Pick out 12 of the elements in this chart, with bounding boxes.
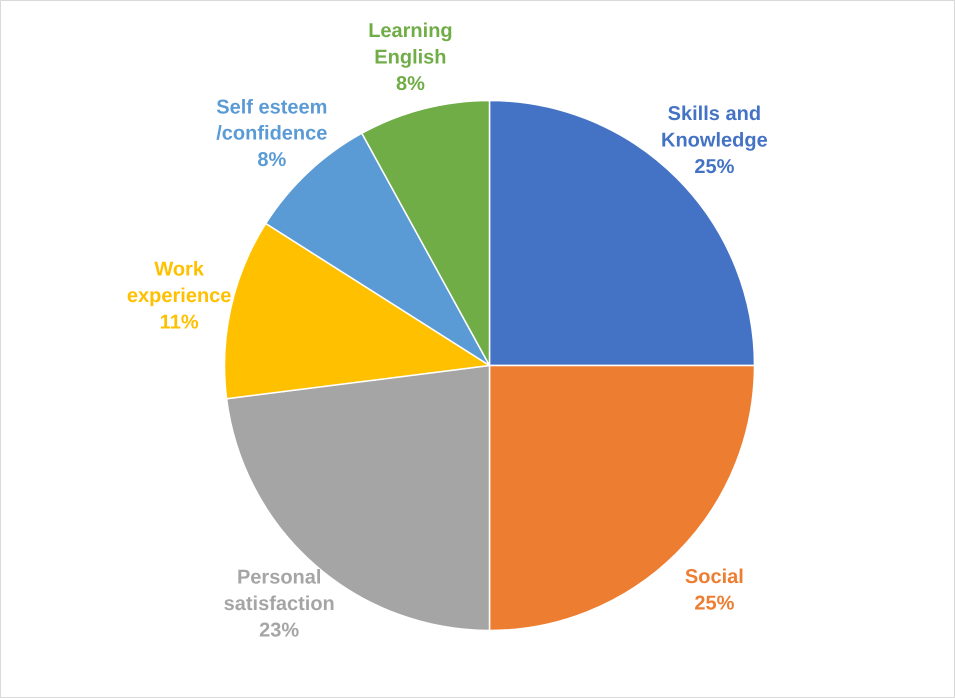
slice-label: Self esteem /confidence (216, 96, 328, 145)
slice-label: Personal satisfaction (224, 566, 335, 616)
data-label: 11% (160, 312, 199, 334)
slice-label: Learning English (368, 20, 453, 68)
slice-label: Work experience (126, 258, 232, 308)
data-label: 8% (257, 149, 286, 172)
slice-label: Skills and Knowledge (661, 103, 768, 152)
data-label: 25% (694, 592, 735, 615)
data-label: 8% (396, 72, 426, 95)
data-label: 25% (694, 156, 735, 178)
slice-label: Social (684, 566, 744, 588)
data-label: 23% (259, 619, 300, 642)
